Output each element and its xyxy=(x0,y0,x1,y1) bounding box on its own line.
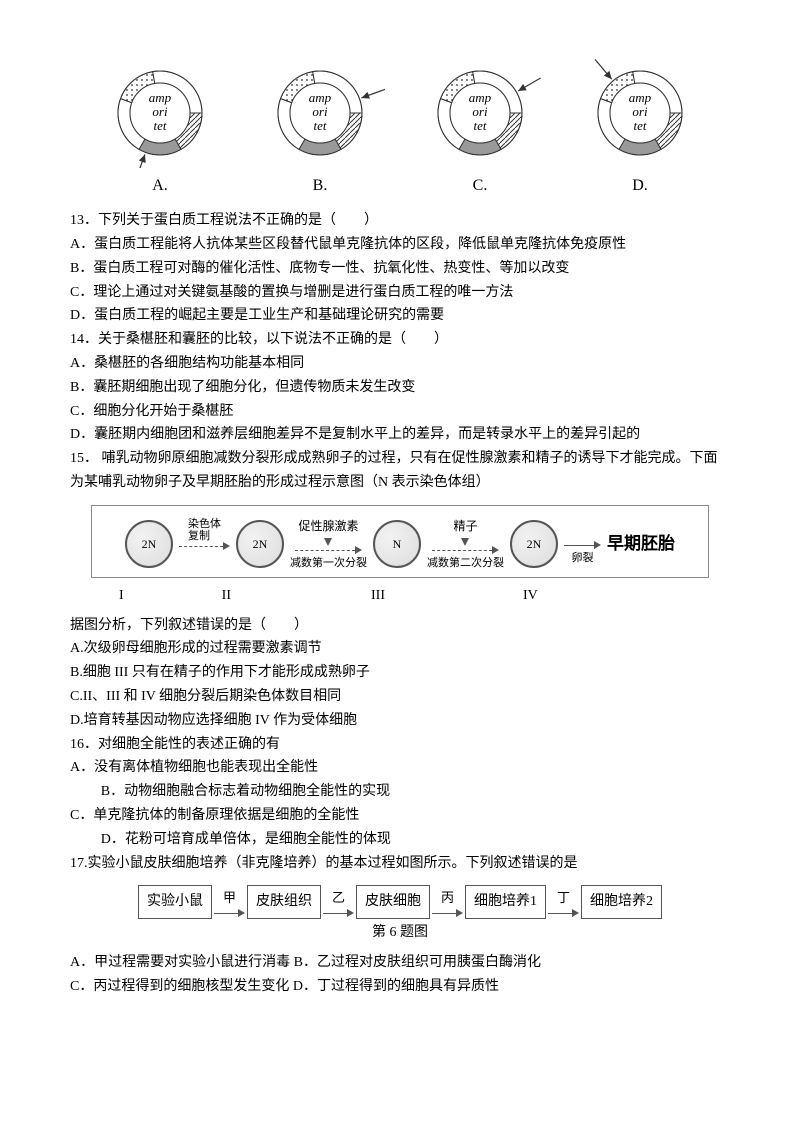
flow-arrow: 丁 xyxy=(548,887,579,917)
question-14: 14．关于桑椹胚和囊胚的比较，以下说法不正确的是（ ） A．桑椹胚的各细胞结构功… xyxy=(70,328,730,447)
arrow-label-1: 染色体复制 xyxy=(188,518,221,542)
plasmid-label: B. xyxy=(313,172,328,199)
end-label: 早期胚胎 xyxy=(607,530,675,559)
flow-box: 细胞培养2 xyxy=(581,885,662,919)
q14-opt-c: C．细胞分化开始于桑椹胚 xyxy=(70,400,730,424)
plasmid-option-d: amporitet D. xyxy=(575,48,705,199)
q17-opt-ab: A．甲过程需要对实验小鼠进行消毒 B．乙过程对皮肤组织可用胰蛋白酶消化 xyxy=(70,951,730,975)
plasmid-figure-row: amporitetA. amporitetB. amporitetC. ampo… xyxy=(70,48,730,199)
flow-box: 皮肤细胞 xyxy=(356,885,430,919)
svg-text:tet: tet xyxy=(314,118,327,133)
svg-text:amp: amp xyxy=(309,90,332,105)
q14-opt-a: A．桑椹胚的各细胞结构功能基本相同 xyxy=(70,352,730,376)
q16-stem: 16．对细胞全能性的表述正确的有 xyxy=(70,733,730,757)
inject-label-1: 促性腺激素 xyxy=(298,516,358,536)
roman-4: IV xyxy=(523,584,538,608)
plasmid-option-b: amporitet B. xyxy=(255,48,385,199)
svg-text:ori: ori xyxy=(152,104,168,119)
q17-stem: 17.实验小鼠皮肤细胞培养（非克隆培养）的基本过程如图所示。下列叙述错误的是 xyxy=(70,852,730,876)
q17-opt-cd: C．丙过程得到的细胞核型发生变化 D．丁过程得到的细胞具有异质性 xyxy=(70,975,730,999)
q14-opt-d: D．囊胚期内细胞团和滋养层细胞差异不是复制水平上的差异，而是转录水平上的差异引起… xyxy=(70,423,730,447)
cell-2: 2N xyxy=(236,520,284,568)
q13-opt-b: B．蛋白质工程可对酶的催化活性、底物专一性、抗氧化性、热变性、等加以改变 xyxy=(70,257,730,281)
svg-text:amp: amp xyxy=(469,90,492,105)
q13-opt-a: A．蛋白质工程能将人抗体某些区段替代鼠单克隆抗体的区段，降低鼠单克隆抗体免疫原性 xyxy=(70,233,730,257)
q16-opt-b: B．动物细胞融合标志着动物细胞全能性的实现 xyxy=(70,780,730,804)
svg-text:tet: tet xyxy=(154,118,167,133)
q15-figure: 2N 染色体复制 2N 促性腺激素 减数第一次分裂 xyxy=(91,505,709,578)
q17-figure: 实验小鼠甲皮肤组织乙皮肤细胞丙细胞培养1丁细胞培养2 xyxy=(70,885,730,919)
question-13: 13．下列关于蛋白质工程说法不正确的是（ ） A．蛋白质工程能将人抗体某些区段替… xyxy=(70,209,730,328)
question-17: 17.实验小鼠皮肤细胞培养（非克隆培养）的基本过程如图所示。下列叙述错误的是 实… xyxy=(70,852,730,999)
svg-text:amp: amp xyxy=(629,90,652,105)
flow-arrow: 甲 xyxy=(214,887,245,917)
q16-opt-c: C．单克隆抗体的制备原理依据是细胞的全能性 xyxy=(70,804,730,828)
roman-3: III xyxy=(371,584,385,608)
q14-stem: 14．关于桑椹胚和囊胚的比较，以下说法不正确的是（ ） xyxy=(70,328,730,352)
q13-stem: 13．下列关于蛋白质工程说法不正确的是（ ） xyxy=(70,209,730,233)
q15-stem1: 15． 哺乳动物卵原细胞减数分裂形成成熟卵子的过程，只有在促性腺激素和精子的诱导… xyxy=(70,447,730,495)
cell-4: 2N xyxy=(510,520,558,568)
inject-label-2: 精子 xyxy=(453,516,477,536)
flow-box: 细胞培养1 xyxy=(465,885,546,919)
plasmid-label: A. xyxy=(152,172,168,199)
svg-text:ori: ori xyxy=(312,104,328,119)
svg-text:ori: ori xyxy=(472,104,488,119)
flow-box: 皮肤组织 xyxy=(247,885,321,919)
q16-opt-a: A．没有离体植物细胞也能表现出全能性 xyxy=(70,756,730,780)
svg-text:tet: tet xyxy=(474,118,487,133)
plasmid-option-c: amporitet C. xyxy=(415,48,545,199)
q13-opt-c: C．理论上通过对关键氨基酸的置换与增删是进行蛋白质工程的唯一方法 xyxy=(70,281,730,305)
flow-arrow: 乙 xyxy=(323,887,354,917)
q15-opt-c: C.II、III 和 IV 细胞分裂后期染色体数目相同 xyxy=(70,685,730,709)
plasmid-label: D. xyxy=(632,172,648,199)
q15-stem2: 据图分析，下列叙述错误的是（ ） xyxy=(70,614,730,638)
q15-opt-a: A.次级卵母细胞形成的过程需要激素调节 xyxy=(70,637,730,661)
arrow-label-2: 减数第一次分裂 xyxy=(290,554,367,573)
q15-opt-b: B.细胞 III 只有在精子的作用下才能形成成熟卵子 xyxy=(70,661,730,685)
q15-roman-row: I II III IV xyxy=(81,584,719,608)
q17-figure-caption: 第 6 题图 xyxy=(70,921,730,945)
roman-2: II xyxy=(222,584,231,608)
plasmid-option-a: amporitet A. xyxy=(95,48,225,199)
q16-opt-d: D．花粉可培育成单倍体，是细胞全能性的体现 xyxy=(70,828,730,852)
exam-page: amporitetA. amporitetB. amporitetC. ampo… xyxy=(0,0,800,1039)
svg-text:ori: ori xyxy=(632,104,648,119)
plasmid-label: C. xyxy=(473,172,488,199)
question-15: 15． 哺乳动物卵原细胞减数分裂形成成熟卵子的过程，只有在促性腺激素和精子的诱导… xyxy=(70,447,730,732)
svg-text:tet: tet xyxy=(634,118,647,133)
q14-opt-b: B．囊胚期细胞出现了细胞分化，但遗传物质未发生改变 xyxy=(70,376,730,400)
cell-3: N xyxy=(373,520,421,568)
flow-arrow: 丙 xyxy=(432,887,463,917)
question-16: 16．对细胞全能性的表述正确的有 A．没有离体植物细胞也能表现出全能性 B．动物… xyxy=(70,733,730,852)
cell-1: 2N xyxy=(125,520,173,568)
q13-opt-d: D．蛋白质工程的崛起主要是工业生产和基础理论研究的需要 xyxy=(70,304,730,328)
arrow-label-3: 减数第二次分裂 xyxy=(427,554,504,573)
roman-1: I xyxy=(119,584,124,608)
flow-box: 实验小鼠 xyxy=(138,885,212,919)
arrow-label-4: 卵裂 xyxy=(572,549,594,568)
q15-opt-d: D.培育转基因动物应选择细胞 IV 作为受体细胞 xyxy=(70,709,730,733)
svg-text:amp: amp xyxy=(149,90,172,105)
